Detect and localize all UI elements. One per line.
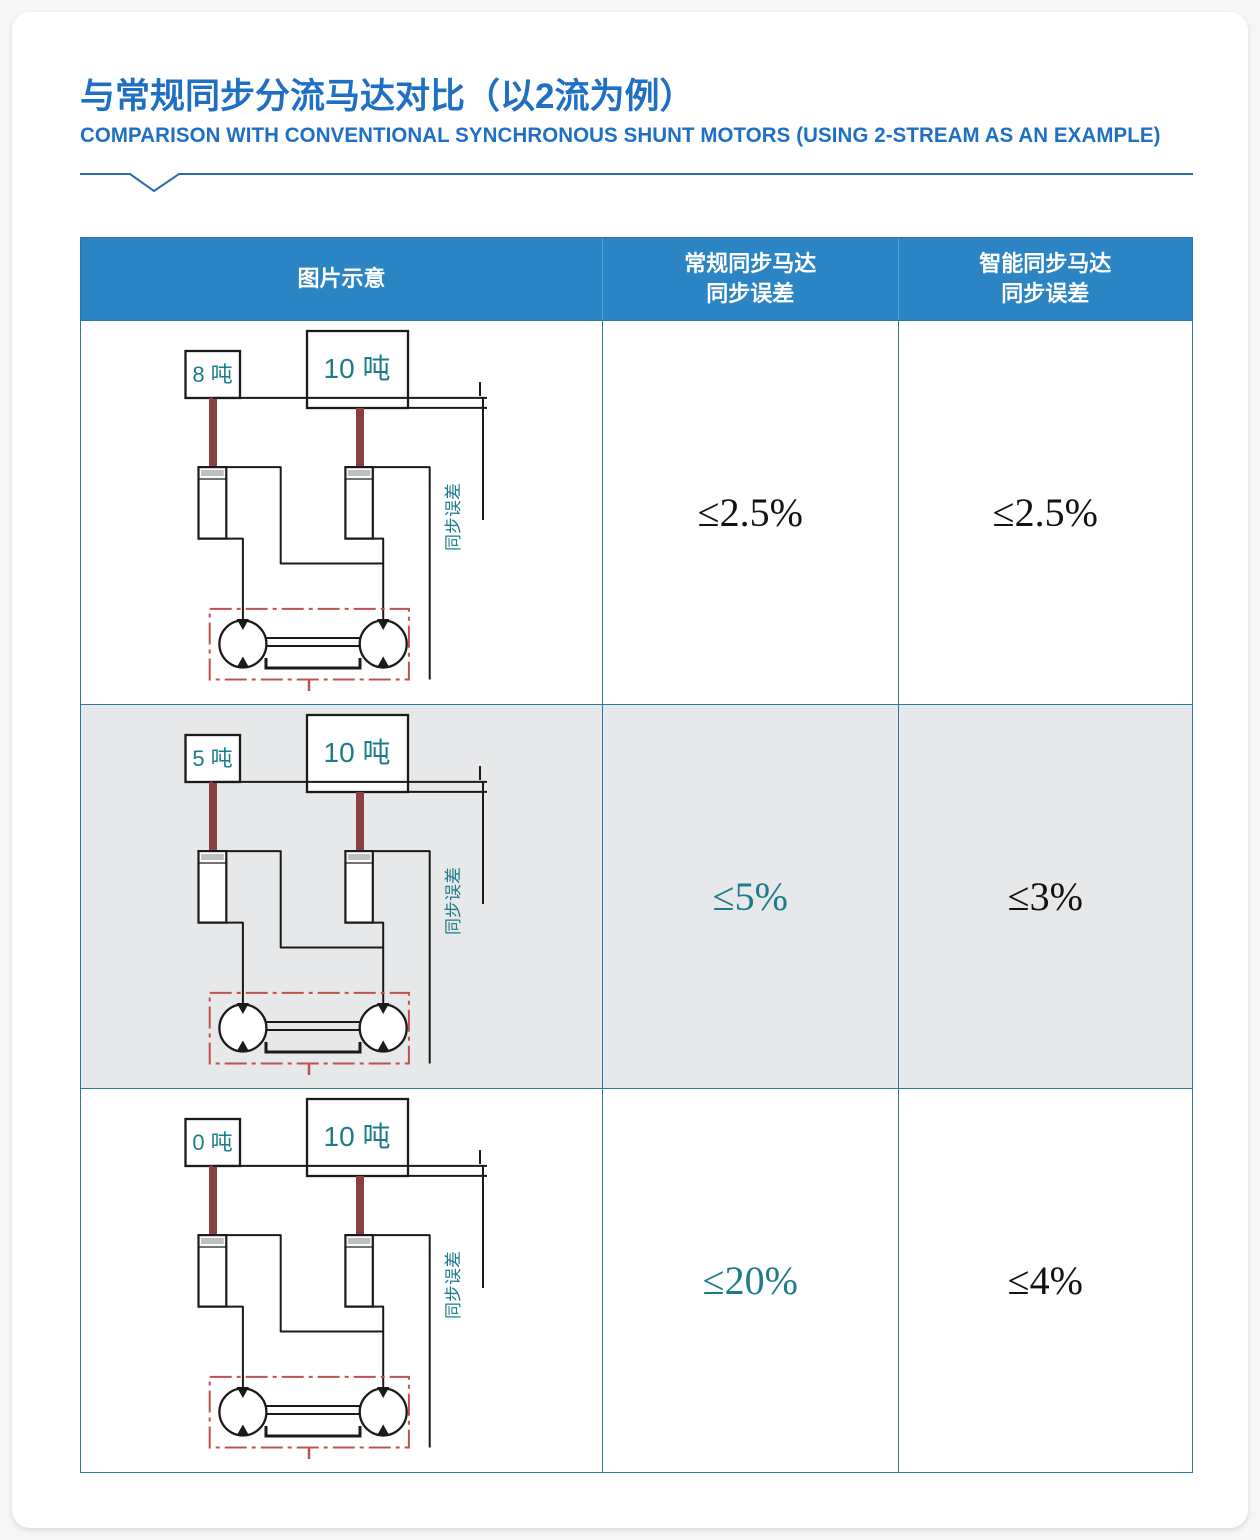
svg-text:同步误差: 同步误差 [444,867,463,935]
svg-text:同步误差: 同步误差 [444,1251,463,1319]
svg-text:10 吨: 10 吨 [324,737,391,768]
svg-text:10 吨: 10 吨 [324,1121,391,1152]
svg-text:10 吨: 10 吨 [324,353,391,384]
svg-text:5 吨: 5 吨 [192,746,232,771]
svg-text:同步误差: 同步误差 [444,483,463,551]
svg-text:8 吨: 8 吨 [192,362,232,387]
svg-text:0 吨: 0 吨 [192,1130,232,1155]
